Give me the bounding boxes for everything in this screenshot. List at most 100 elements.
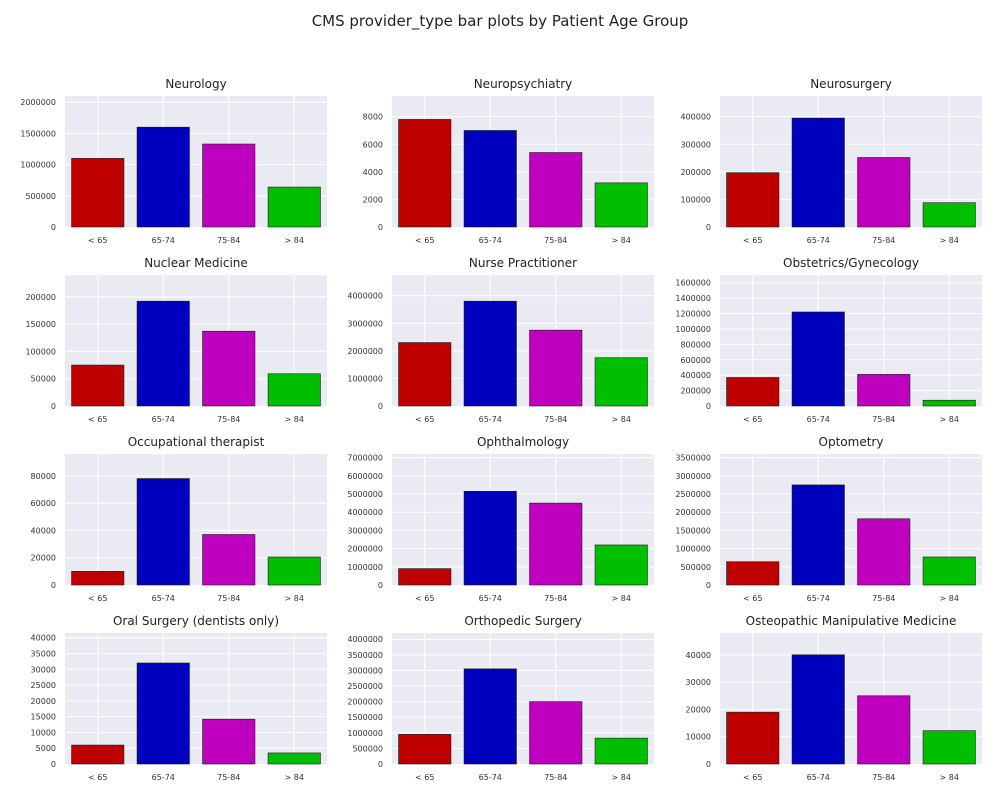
bar: [791, 311, 845, 407]
y-tick-label: 40000: [31, 526, 56, 535]
y-tick-label: 500000: [680, 563, 711, 572]
x-tick-label: 75-84: [872, 773, 895, 782]
bar: [594, 737, 648, 765]
plot-background: [65, 633, 327, 764]
y-tick-label: 35000: [31, 650, 56, 659]
bar: [398, 734, 452, 765]
bar: [267, 752, 321, 765]
y-tick-label: 0: [706, 760, 711, 769]
subplot: 0 1000000 2000000 3000000 4000000 5000000 6000…: [347, 435, 654, 603]
x-tick-label: 75-84: [217, 594, 240, 603]
x-tick-label: 65-74: [152, 773, 175, 782]
x-tick-label: 75-84: [544, 594, 567, 603]
x-tick-label: 65-74: [479, 236, 502, 245]
y-tick-label: 6000: [363, 140, 383, 149]
x-tick-label: > 84: [940, 773, 959, 782]
bar: [922, 556, 976, 586]
y-tick-label: 30000: [31, 665, 56, 674]
x-tick-label: < 65: [415, 594, 434, 603]
y-tick-label: 300000: [680, 140, 711, 149]
x-tick-label: 75-84: [544, 773, 567, 782]
x-tick-label: > 84: [285, 594, 304, 603]
x-tick-label: > 84: [940, 594, 959, 603]
y-tick-label: 2000: [363, 195, 383, 204]
x-tick-label: 65-74: [807, 594, 830, 603]
bar: [922, 399, 976, 407]
subplot: 0 10000 20000 30000 40000 < 65 65-74 75-84 > 84 O…: [686, 614, 982, 782]
y-tick-label: 8000: [363, 113, 383, 122]
y-tick-label: 200000: [680, 168, 711, 177]
subplot-title: Nuclear Medicine: [144, 256, 248, 270]
bar: [463, 300, 517, 407]
y-tick-label: 1000000: [347, 729, 383, 738]
x-tick-label: 65-74: [479, 594, 502, 603]
subplot: 0 5000 10000 15000 20000 25000 30000 35000 40000…: [31, 614, 327, 782]
bar: [791, 484, 845, 586]
y-tick-label: 0: [706, 402, 711, 411]
x-tick-label: > 84: [940, 415, 959, 424]
bar: [529, 329, 583, 407]
subplot: 0 100000 200000 300000 400000 < 65 65-74 75-84 >…: [680, 77, 982, 245]
y-tick-label: 15000: [31, 713, 56, 722]
y-tick-label: 2000000: [20, 98, 56, 107]
subplot-title: Nurse Practitioner: [469, 256, 577, 270]
bar: [594, 357, 648, 407]
y-tick-label: 0: [51, 402, 56, 411]
bar: [857, 695, 911, 765]
x-tick-label: < 65: [415, 236, 434, 245]
y-tick-label: 7000000: [347, 454, 383, 463]
y-tick-label: 1600000: [675, 279, 711, 288]
x-tick-label: 65-74: [152, 415, 175, 424]
x-tick-label: 75-84: [872, 415, 895, 424]
x-tick-label: < 65: [743, 773, 762, 782]
y-tick-label: 200000: [680, 387, 711, 396]
y-tick-label: 0: [378, 223, 383, 232]
y-tick-label: 10000: [686, 733, 711, 742]
y-tick-label: 1000000: [347, 374, 383, 383]
x-tick-label: 65-74: [479, 415, 502, 424]
bar: [791, 654, 845, 765]
y-tick-label: 0: [51, 223, 56, 232]
subplot-title: Optometry: [819, 435, 884, 449]
subplot-title: Oral Surgery (dentists only): [113, 614, 279, 628]
bar: [71, 364, 125, 407]
x-tick-label: > 84: [612, 415, 631, 424]
x-tick-label: < 65: [88, 415, 107, 424]
subplot-title: Osteopathic Manipulative Medicine: [746, 614, 957, 628]
y-tick-label: 0: [706, 223, 711, 232]
bar: [857, 157, 911, 228]
x-tick-label: 75-84: [544, 415, 567, 424]
x-tick-label: 75-84: [217, 236, 240, 245]
y-tick-label: 1400000: [675, 294, 711, 303]
y-tick-label: 1500000: [20, 129, 56, 138]
y-tick-label: 1500000: [347, 713, 383, 722]
subplot-title: Neurology: [165, 77, 226, 91]
subplot-title: Occupational therapist: [128, 435, 265, 449]
y-tick-label: 1500000: [675, 526, 711, 535]
y-tick-label: 30000: [686, 678, 711, 687]
x-tick-label: 65-74: [807, 773, 830, 782]
y-tick-label: 400000: [680, 113, 711, 122]
y-tick-label: 2000000: [347, 698, 383, 707]
y-tick-label: 40000: [31, 634, 56, 643]
y-tick-label: 20000: [31, 554, 56, 563]
bar: [529, 701, 583, 765]
y-tick-label: 0: [706, 581, 711, 590]
y-tick-label: 100000: [680, 195, 711, 204]
bar: [267, 373, 321, 407]
y-tick-label: 20000: [686, 705, 711, 714]
y-tick-label: 60000: [31, 499, 56, 508]
x-tick-label: 75-84: [872, 236, 895, 245]
bar: [136, 478, 190, 586]
y-tick-label: 2500000: [675, 490, 711, 499]
y-tick-label: 25000: [31, 681, 56, 690]
subplot: 0 500000 1000000 1500000 2000000 < 65 65-74 75-…: [20, 77, 327, 245]
y-tick-label: 20000: [31, 697, 56, 706]
bar: [136, 300, 190, 407]
bar: [594, 544, 648, 586]
y-tick-label: 0: [51, 760, 56, 769]
y-tick-label: 3000000: [347, 526, 383, 535]
subplot-title: Obstetrics/Gynecology: [783, 256, 919, 270]
subplot: 0 2000 4000 6000 8000 < 65 65-74 75-84 > 84 Neuro…: [363, 77, 654, 245]
x-tick-label: < 65: [743, 236, 762, 245]
